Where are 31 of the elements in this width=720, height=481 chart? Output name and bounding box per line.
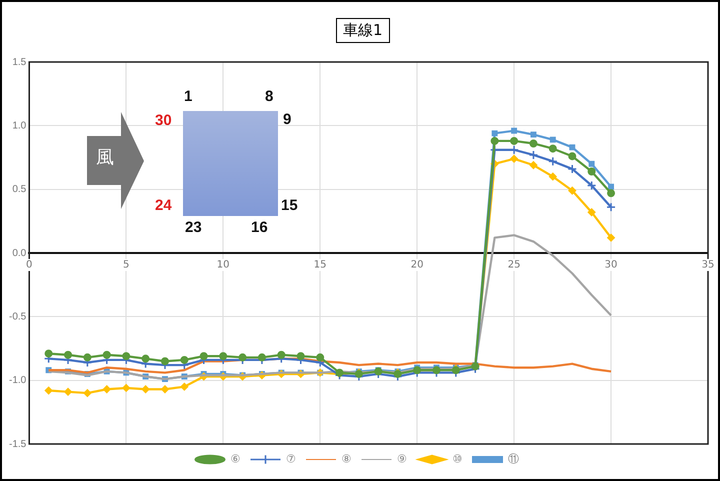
x-tick-label: 25 bbox=[508, 260, 520, 271]
x-tick-label: 20 bbox=[410, 260, 424, 271]
x-tick-label: 35 bbox=[702, 260, 714, 271]
legend-label: ⑦ bbox=[286, 454, 296, 466]
y-tick-label: -1.0 bbox=[8, 375, 27, 386]
annotation: 23 bbox=[185, 219, 202, 236]
annotation: 30 bbox=[155, 112, 172, 129]
x-tick-label: 0 bbox=[26, 260, 32, 271]
legend-label: ⑥ bbox=[230, 454, 240, 466]
x-tick-label: 30 bbox=[604, 260, 618, 271]
y-tick-label: 1.5 bbox=[12, 56, 27, 68]
legend-label: ⑧ bbox=[342, 454, 352, 466]
annotation: 1 bbox=[184, 88, 192, 105]
legend-label: ⑪ bbox=[508, 452, 519, 466]
legend-label: ⑩ bbox=[452, 454, 462, 466]
y-tick-label: 1.0 bbox=[12, 120, 27, 132]
annotation: 風 bbox=[96, 147, 114, 168]
y-tick-label: -1.5 bbox=[8, 438, 27, 450]
annotation: 8 bbox=[265, 88, 274, 105]
legend-label: ⑨ bbox=[397, 454, 407, 466]
annotation: 9 bbox=[283, 111, 292, 128]
annotation: 16 bbox=[251, 219, 268, 236]
x-tick-label: 15 bbox=[314, 260, 326, 271]
y-tick-label: 0.5 bbox=[12, 184, 27, 196]
y-tick-label: -0.5 bbox=[8, 311, 27, 322]
annotation: 15 bbox=[281, 197, 298, 214]
x-tick-label: 5 bbox=[123, 260, 130, 271]
x-tick-label: 10 bbox=[216, 260, 230, 271]
y-tick-label: 0.0 bbox=[12, 248, 27, 259]
chart-title: 車線1 bbox=[336, 18, 390, 43]
annotation: 24 bbox=[155, 197, 172, 214]
